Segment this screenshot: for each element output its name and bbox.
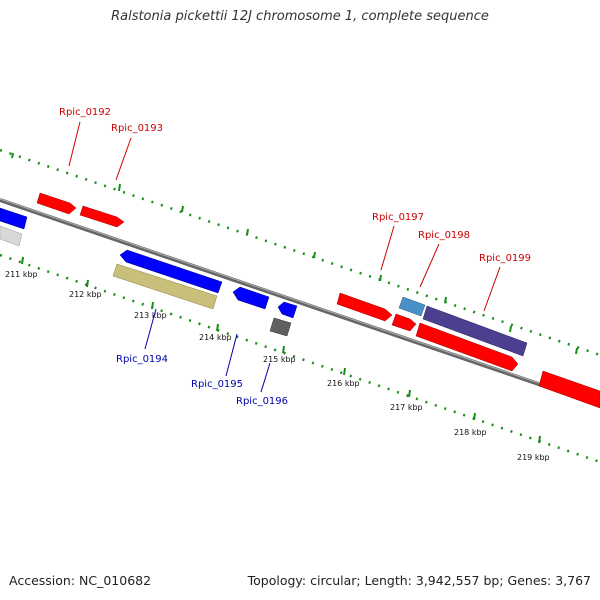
gene-rpic-0198[interactable]: [398, 296, 426, 317]
backbone-line: [0, 198, 600, 407]
gene-label-rpic-0196[interactable]: Rpic_0196: [236, 396, 288, 407]
plus-strand-genes: [36, 192, 600, 409]
gene-rpic-0192[interactable]: [36, 192, 77, 215]
topology-text: Topology: circular; Length: 3,942,557 bp…: [247, 573, 591, 588]
gene-rpic-0197[interactable]: [336, 292, 393, 322]
tick-label-218: 218 kbp: [454, 428, 487, 437]
gene-lightgray-edge[interactable]: [0, 225, 23, 247]
tick-label-213: 213 kbp: [134, 311, 167, 320]
tick-label-216: 216 kbp: [327, 379, 360, 388]
gene-rpic-0196[interactable]: [277, 301, 298, 319]
label-leaders: [68, 121, 501, 393]
tick-label-219: 219 kbp: [517, 453, 550, 462]
gene-blue-edge[interactable]: [0, 207, 28, 230]
gene-label-rpic-0195[interactable]: Rpic_0195: [191, 379, 243, 390]
map-title: Ralstonia pickettii 12J chromosome 1, co…: [111, 9, 489, 24]
gene-label-rpic-0199[interactable]: Rpic_0199: [479, 253, 531, 264]
gene-label-rpic-0198[interactable]: Rpic_0198: [418, 230, 470, 241]
gene-rpic-0199[interactable]: [422, 305, 528, 357]
gene-rpic-0195[interactable]: [232, 286, 270, 310]
tick-label-214: 214 kbp: [199, 333, 232, 342]
gene-labels: Rpic_0192 Rpic_0193 Rpic_0197 Rpic_0198 …: [59, 107, 531, 407]
inner-major-ticks: [21, 256, 541, 444]
gene-red-edge[interactable]: [538, 370, 600, 409]
gene-red-small[interactable]: [391, 313, 417, 332]
backbone-highlight: [0, 198, 600, 405]
minus-strand-genes: [0, 207, 298, 337]
gene-label-rpic-0192[interactable]: Rpic_0192: [59, 107, 111, 118]
tick-label-212: 212 kbp: [69, 290, 102, 299]
gene-rpic-0193[interactable]: [79, 205, 125, 228]
gene-blue-long[interactable]: [119, 249, 223, 294]
gene-rpic-0194[interactable]: [112, 263, 218, 310]
tick-label-211: 211 kbp: [5, 270, 38, 279]
tick-label-217: 217 kbp: [390, 403, 423, 412]
tick-labels: 211 kbp 212 kbp 213 kbp 214 kbp 215 kbp …: [5, 270, 550, 462]
outer-major-ticks: [11, 152, 578, 355]
accession-text: Accession: NC_010682: [9, 573, 152, 588]
gene-label-rpic-0193[interactable]: Rpic_0193: [111, 123, 163, 134]
gene-label-rpic-0194[interactable]: Rpic_0194: [116, 354, 168, 365]
tick-label-215: 215 kbp: [263, 355, 296, 364]
gene-red-long[interactable]: [415, 322, 519, 372]
gene-label-rpic-0197[interactable]: Rpic_0197: [372, 212, 424, 223]
gene-gray-small[interactable]: [269, 317, 292, 337]
